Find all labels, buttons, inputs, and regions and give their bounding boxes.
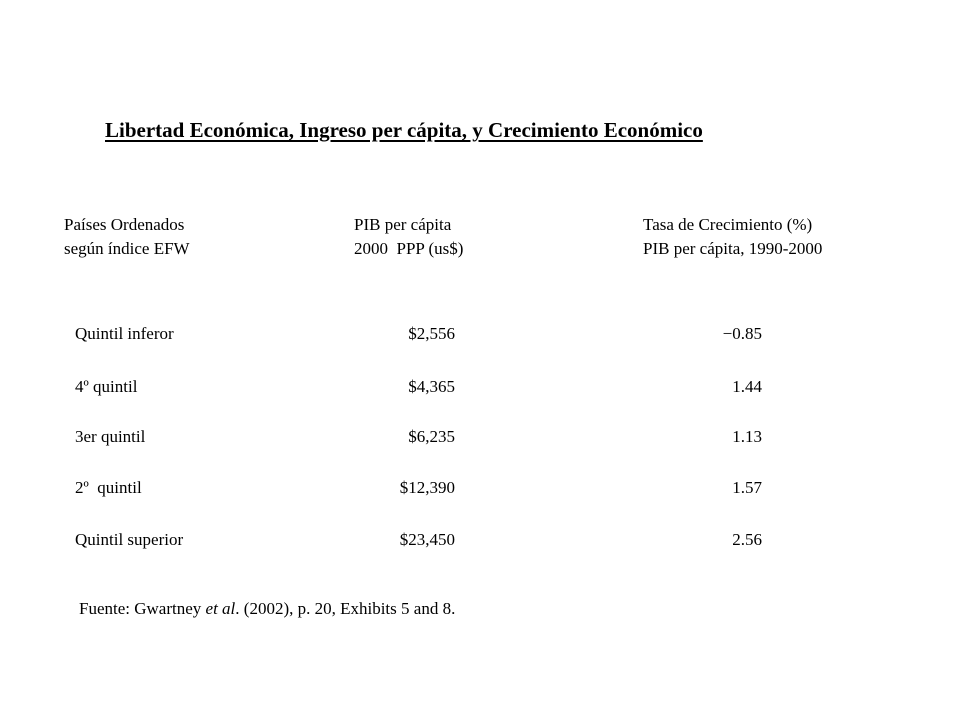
source-prefix: Fuente: Gwartney: [79, 599, 206, 618]
row-pib: $4,365: [408, 377, 455, 396]
row-label: 2º quintil: [75, 478, 142, 497]
source-note: Fuente: Gwartney et al. (2002), p. 20, E…: [79, 597, 455, 621]
table-row: 3er quintil $6,235 1.13: [0, 425, 960, 449]
row-pib: $23,450: [399, 530, 455, 549]
table-row: Quintil superior $23,450 2.56: [0, 528, 960, 552]
row-label: Quintil superior: [75, 530, 184, 549]
row-label: 4º quintil: [75, 377, 138, 396]
row-label: Quintil inferor: [75, 324, 174, 343]
table-row: 4º quintil $4,365 1.44: [0, 375, 960, 399]
header-growth: Tasa de Crecimiento (%) PIB per cápita, …: [643, 213, 822, 261]
header-pib-line2: 2000 PPP (us$): [354, 239, 464, 258]
header-countries: Países Ordenados según índice EFW: [64, 213, 190, 261]
header-growth-line1: Tasa de Crecimiento (%): [643, 215, 813, 234]
row-growth: 2.56: [732, 530, 762, 549]
row-growth: 1.44: [732, 377, 762, 396]
header-pib-line1: PIB per cápita: [354, 215, 452, 234]
source-italic: et al: [205, 599, 236, 618]
header-growth-line2: PIB per cápita, 1990-2000: [643, 239, 823, 258]
header-countries-line2: según índice EFW: [64, 239, 190, 258]
table-row: Quintil inferor $2,556 −0.85: [0, 322, 960, 346]
header-pib: PIB per cápita 2000 PPP (us$): [354, 213, 463, 261]
row-pib: $12,390: [399, 478, 455, 497]
table-row: 2º quintil $12,390 1.57: [0, 476, 960, 500]
row-growth: −0.85: [722, 324, 762, 343]
row-pib: $2,556: [408, 324, 455, 343]
page-title: Libertad Económica, Ingreso per cápita, …: [105, 118, 703, 142]
row-growth: 1.13: [732, 427, 762, 446]
source-suffix: . (2002), p. 20, Exhibits 5 and 8.: [235, 599, 456, 618]
row-pib: $6,235: [408, 427, 455, 446]
row-label: 3er quintil: [75, 427, 146, 446]
header-countries-line1: Países Ordenados: [64, 215, 185, 234]
row-growth: 1.57: [732, 478, 762, 497]
